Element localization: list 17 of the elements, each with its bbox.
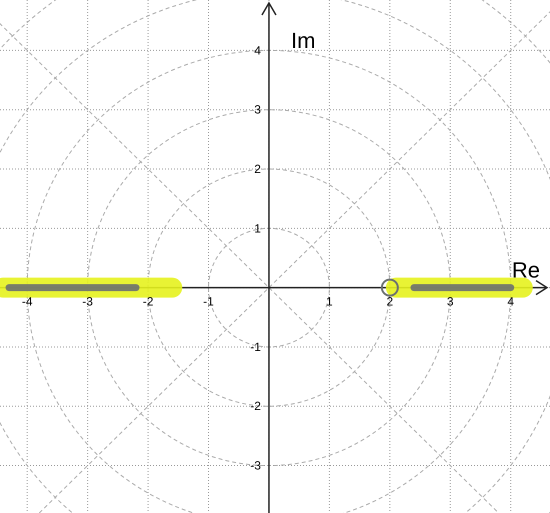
x-tick-label: 2 bbox=[386, 294, 394, 309]
x-axis-title: Re bbox=[512, 258, 540, 283]
y-tick-label: -3 bbox=[250, 458, 262, 473]
x-tick-label: -1 bbox=[203, 294, 214, 309]
y-tick-label: -1 bbox=[250, 340, 262, 354]
y-tick-label: 2 bbox=[254, 162, 262, 176]
x-tick-label: 4 bbox=[507, 294, 514, 309]
y-tick-label: -2 bbox=[250, 399, 262, 414]
y-tick-label: 4 bbox=[254, 43, 262, 58]
x-tick-label: -3 bbox=[82, 294, 94, 309]
y-tick-label: 1 bbox=[254, 221, 262, 236]
x-tick-label: -2 bbox=[142, 294, 154, 309]
x-tick-label: 1 bbox=[326, 294, 334, 309]
x-tick-label: -4 bbox=[22, 294, 33, 309]
x-tick-label: 3 bbox=[446, 294, 454, 309]
y-tick-label: 3 bbox=[254, 102, 262, 117]
y-axis-title: Im bbox=[290, 28, 316, 53]
